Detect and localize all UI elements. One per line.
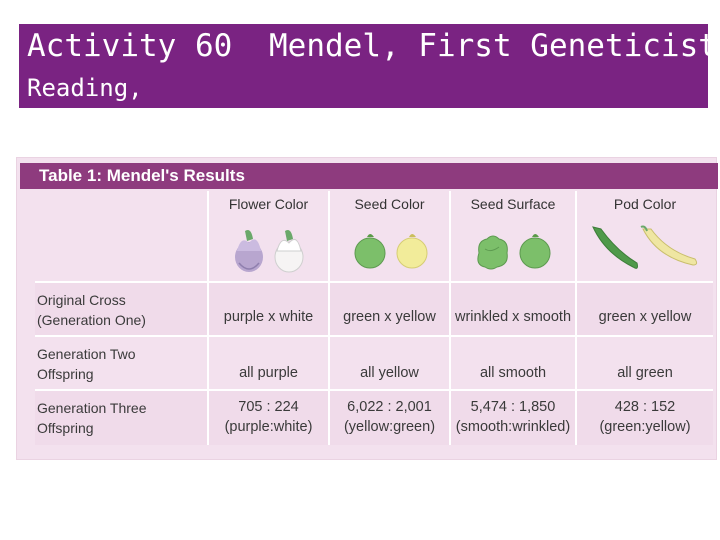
header-corner (35, 191, 207, 283)
activity-type: Reading, (27, 74, 143, 102)
activity-title: Mendel, First Geneticist (269, 28, 717, 64)
results-grid: Flower Color See (35, 191, 713, 445)
cell-value: all yellow (360, 365, 419, 381)
cell-value: green x yellow (598, 309, 692, 325)
column-header: Pod Color (613, 196, 677, 212)
wrinkled-seed-icon (477, 235, 508, 270)
table-cell: 5,474 : 1,850 (smooth:wrinkled) (449, 391, 575, 445)
row-label-line: Offspring (37, 366, 94, 382)
header-pod-color: Pod Color (575, 191, 713, 283)
table-cell: all purple (207, 337, 328, 391)
header-flower-color: Flower Color (207, 191, 328, 283)
table-cell: all yellow (328, 337, 449, 391)
cell-value: green x yellow (343, 309, 436, 325)
row-label-original-cross: Original Cross (Generation One) (35, 283, 207, 337)
cell-value: 6,022 : 2,001 (347, 399, 432, 415)
purple-flower-icon (234, 230, 263, 272)
table-title-bar: Table 1: Mendel's Results (20, 163, 718, 189)
seed-color-icons (330, 223, 449, 275)
row-label-generation-three: Generation Three Offspring (35, 391, 207, 445)
green-seed-icon (354, 234, 385, 269)
table-cell: 428 : 152 (green:yellow) (575, 391, 713, 445)
cell-value: 5,474 : 1,850 (470, 399, 556, 415)
table-cell: green x yellow (328, 283, 449, 337)
table-cell: 705 : 224 (purple:white) (207, 391, 328, 445)
smooth-seed-icon (519, 234, 551, 269)
flower-icons (209, 223, 328, 275)
table-cell: purple x white (207, 283, 328, 337)
row-label-line: (Generation One) (37, 312, 146, 328)
activity-number: Activity 60 (27, 28, 233, 64)
cell-value: all smooth (479, 365, 547, 381)
yellow-pod-icon (640, 225, 698, 266)
row-label-line: Offspring (37, 420, 94, 436)
yellow-seed-icon (396, 234, 427, 269)
table-cell: 6,022 : 2,001 (yellow:green) (328, 391, 449, 445)
table-cell: wrinkled x smooth (449, 283, 575, 337)
cell-value: wrinkled x smooth (454, 309, 572, 325)
cell-value-note: (green:yellow) (599, 419, 691, 435)
header-seed-surface: Seed Surface (449, 191, 575, 283)
pod-color-icons (577, 223, 713, 275)
white-flower-icon (274, 230, 303, 273)
table-cell: green x yellow (575, 283, 713, 337)
column-header: Flower Color (228, 196, 309, 212)
cell-value: all green (617, 365, 673, 381)
seed-surface-icons (451, 223, 575, 275)
activity-banner: Activity 60 Mendel, First Geneticist Rea… (19, 24, 717, 108)
cell-value: 705 : 224 (238, 399, 299, 415)
cell-value: all purple (239, 365, 298, 381)
column-header: Seed Color (354, 196, 425, 212)
row-label-line: Original Cross (37, 292, 126, 308)
cell-value-note: (smooth:wrinkled) (455, 419, 571, 435)
mendel-results-table: Table 1: Mendel's Results Flower Color (16, 157, 718, 460)
green-pod-icon (592, 226, 638, 269)
row-label-line: Generation Two (37, 346, 136, 362)
row-label-generation-two: Generation Two Offspring (35, 337, 207, 391)
cell-value-note: (yellow:green) (343, 419, 436, 435)
table-cell: all green (575, 337, 713, 391)
cell-value: purple x white (223, 309, 314, 325)
row-label-line: Generation Three (37, 400, 147, 416)
cell-value-note: (purple:white) (224, 419, 313, 435)
column-header: Seed Surface (470, 196, 556, 212)
cell-value: 428 : 152 (614, 399, 676, 415)
header-seed-color: Seed Color (328, 191, 449, 283)
table-title: Table 1: Mendel's Results (39, 166, 245, 185)
table-cell: all smooth (449, 337, 575, 391)
